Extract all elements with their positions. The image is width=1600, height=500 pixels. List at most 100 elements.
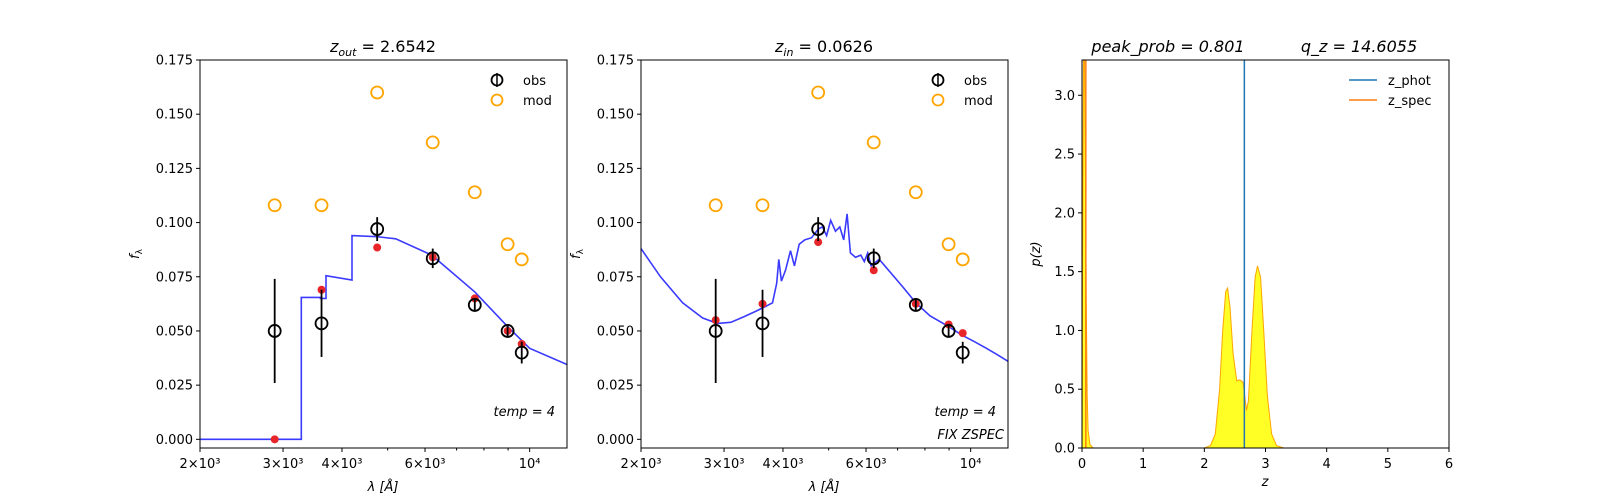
p1-mod-point-6: [514, 252, 529, 267]
p3-xtick-label-5: 5: [1384, 457, 1392, 472]
panel-2-template-curve: [641, 213, 1008, 362]
panel-2-mod-points: [708, 85, 970, 267]
p2-ytick-label-6: 0.150: [597, 108, 634, 123]
panel-3-legend-zphot: z_phot: [1388, 74, 1431, 89]
panel-3-frame: [1081, 59, 1450, 449]
p2-xtick-label-1: 3×10³: [704, 457, 745, 472]
p1-xtick-label-1: 3×10³: [263, 457, 304, 472]
p1-mod-point-0: [267, 198, 282, 213]
p1-obs-marker-0: [267, 324, 282, 338]
p3-xtick-label-6: 6: [1445, 457, 1453, 472]
p1-xtick-label-3: 6×10³: [405, 457, 446, 472]
p1-obs-point-1: [314, 289, 329, 357]
p1-obs-marker-6: [514, 345, 529, 360]
panel-1-legend-obs: obs: [523, 74, 546, 89]
p1-xtick-label-0: 2×10³: [180, 457, 221, 472]
p3-xtick-label-0: 0: [1078, 457, 1086, 472]
p3-xtick-label-1: 1: [1139, 457, 1147, 472]
p1-mod-point-2: [370, 85, 385, 100]
p2-ytick-label-1: 0.025: [597, 379, 634, 394]
p1-ytick-label-7: 0.175: [156, 54, 193, 69]
panel-2-annotation-fix-zspec: FIX ZSPEC: [937, 428, 1005, 443]
panel-1-x-ticks: 2×10³ 3×10³ 4×10³ 6×10³ 10⁴: [180, 448, 541, 472]
p1-obs-point-5: [500, 324, 515, 338]
p2-fit-point-3: [869, 266, 878, 275]
p2-ytick-label-3: 0.075: [597, 270, 634, 285]
panel-2-xlabel: λ [Å]: [808, 479, 840, 495]
panel-2-frame: [640, 59, 1009, 449]
panel-1-obs-points: [267, 217, 529, 383]
panel-2: zin = 0.0626 λ [Å] fλ 0.0000.0250.0500.0…: [569, 37, 1009, 495]
panel-1-annotation-temp: temp = 4: [494, 405, 555, 420]
panel-2-x-ticks: 2×10³ 3×10³ 4×10³ 6×10³ 10⁴: [621, 448, 982, 472]
p1-fit-point-2: [373, 243, 382, 252]
p2-obs-point-0: [708, 278, 723, 383]
p1-obs-point-2: [370, 217, 385, 241]
p1-obs-point-3: [425, 248, 440, 269]
panel-2-obs-points: [708, 217, 970, 383]
p2-mod-point-5: [941, 237, 956, 252]
p1-obs-marker-1: [314, 316, 329, 331]
p3-ytick-label-3: 1.5: [1054, 265, 1075, 280]
panel-3-legend: z_phot z_spec: [1349, 74, 1432, 109]
p2-xtick-label-2: 4×10³: [763, 457, 804, 472]
p1-ytick-label-0: 0.000: [156, 433, 193, 448]
panel-2-ylabel: fλ: [569, 248, 586, 259]
p3-xtick-label-4: 4: [1323, 457, 1331, 472]
p1-ytick-label-4: 0.100: [156, 216, 193, 231]
p1-ytick-label-6: 0.150: [156, 108, 193, 123]
p1-ytick-label-3: 0.075: [156, 270, 193, 285]
p2-mod-point-4: [908, 185, 923, 200]
p2-fit-point-2: [814, 238, 823, 247]
p2-fit-point-6: [958, 329, 967, 338]
p3-ytick-label-2: 1.0: [1054, 324, 1075, 339]
p2-obs-marker-4: [908, 298, 923, 312]
p2-xtick-label-4: 10⁴: [960, 457, 982, 472]
panel-1-legend-mod-marker: [490, 93, 504, 107]
panel-1-xlabel: λ [Å]: [367, 479, 399, 495]
p2-obs-marker-0: [708, 324, 723, 338]
p3-ytick-label-1: 0.5: [1054, 383, 1075, 398]
p2-obs-point-3: [866, 248, 881, 269]
p1-obs-marker-3: [425, 251, 440, 266]
panel-1-template-curve: [200, 234, 567, 441]
panel-1: zout = 2.6542 λ [Å] fλ 0.0000.0250.0500.…: [128, 37, 568, 495]
p1-mod-point-4: [467, 185, 482, 200]
panel-3-x-ticks: 0 1 2 3 4 5 6: [1078, 448, 1453, 472]
p3-ytick-label-0: 0.0: [1054, 442, 1075, 457]
p2-xtick-label-0: 2×10³: [621, 457, 662, 472]
p1-obs-point-0: [267, 278, 282, 383]
panel-2-legend-mod-marker: [931, 93, 945, 107]
panel-1-legend: obs mod: [490, 73, 552, 109]
p1-ytick-label-5: 0.125: [156, 162, 193, 177]
panel-3-legend-zspec: z_spec: [1388, 94, 1432, 109]
p2-mod-point-0: [708, 198, 723, 213]
p3-ytick-label-4: 2.0: [1054, 206, 1075, 221]
p2-obs-point-2: [811, 217, 826, 241]
p2-mod-point-3: [866, 135, 881, 150]
p1-xtick-label-2: 4×10³: [322, 457, 363, 472]
p2-obs-point-1: [755, 289, 770, 357]
panel-3-y-ticks: 0.0 0.5 1.0 1.5 2.0 2.5 3.0: [1054, 89, 1082, 457]
p3-xtick-label-2: 2: [1200, 457, 1208, 472]
panel-1-title: zout = 2.6542: [329, 37, 436, 59]
p2-obs-marker-6: [955, 345, 970, 360]
panel-3-xlabel: z: [1261, 475, 1270, 490]
p1-mod-point-3: [425, 135, 440, 150]
p2-mod-point-2: [811, 85, 826, 100]
panel-2-legend-obs: obs: [964, 74, 987, 89]
panel-1-ylabel: fλ: [128, 248, 145, 259]
panel-2-y-ticks: 0.000 0.025 0.050 0.075 0.100 0.125 0.150 0.175: [597, 54, 641, 448]
panel-2-legend-mod: mod: [964, 94, 993, 109]
p2-obs-marker-2: [811, 222, 826, 236]
p1-obs-marker-4: [467, 298, 482, 312]
p1-ytick-label-1: 0.025: [156, 379, 193, 394]
p1-obs-marker-2: [370, 222, 385, 236]
p1-xtick-label-4: 10⁴: [519, 457, 541, 472]
panel-3-pz-line: [1082, 60, 1388, 448]
p2-xtick-label-3: 6×10³: [846, 457, 887, 472]
panel-1-mod-points: [267, 85, 529, 267]
p2-obs-point-6: [955, 341, 970, 364]
